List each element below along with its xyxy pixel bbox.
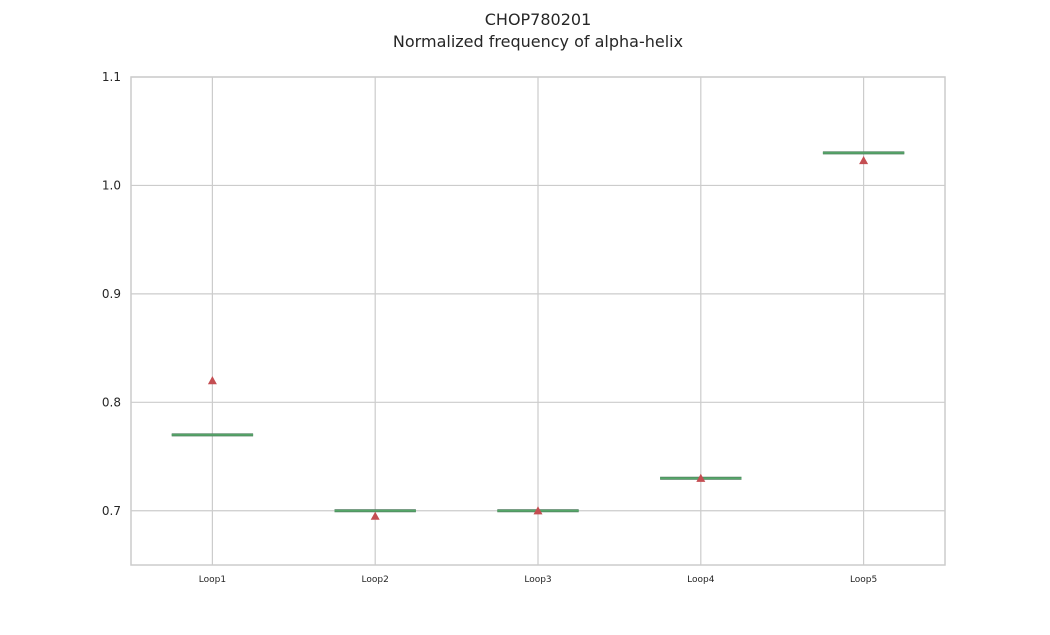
- x-tick-label: Loop2: [362, 575, 389, 585]
- x-tick-label: Loop1: [199, 575, 226, 585]
- y-tick-label: 0.7: [102, 504, 121, 518]
- y-axis-ticks: 0.7 0.8 0.9 1.0 1.1: [102, 70, 121, 518]
- y-tick-label: 0.9: [102, 287, 121, 301]
- mean-marker: [859, 156, 869, 165]
- x-tick-label: Loop3: [524, 575, 551, 585]
- grid-lines: [131, 76, 945, 565]
- mean-marker: [696, 473, 706, 482]
- mean-marker: [533, 506, 543, 515]
- chart-title: CHOP780201: [485, 10, 592, 29]
- x-axis-ticks: Loop1 Loop2 Loop3 Loop4 Loop5: [199, 575, 878, 585]
- y-tick-label: 0.8: [102, 395, 121, 409]
- x-tick-label: Loop4: [687, 575, 715, 585]
- plot-frame: [130, 76, 946, 566]
- y-tick-label: 1.0: [102, 178, 121, 192]
- mean-marker: [370, 511, 380, 520]
- x-tick-label: Loop5: [850, 575, 877, 585]
- y-tick-label: 1.1: [102, 70, 121, 84]
- mean-markers: [207, 156, 869, 520]
- chart-subtitle: Normalized frequency of alpha-helix: [393, 32, 683, 51]
- mean-marker: [207, 376, 217, 385]
